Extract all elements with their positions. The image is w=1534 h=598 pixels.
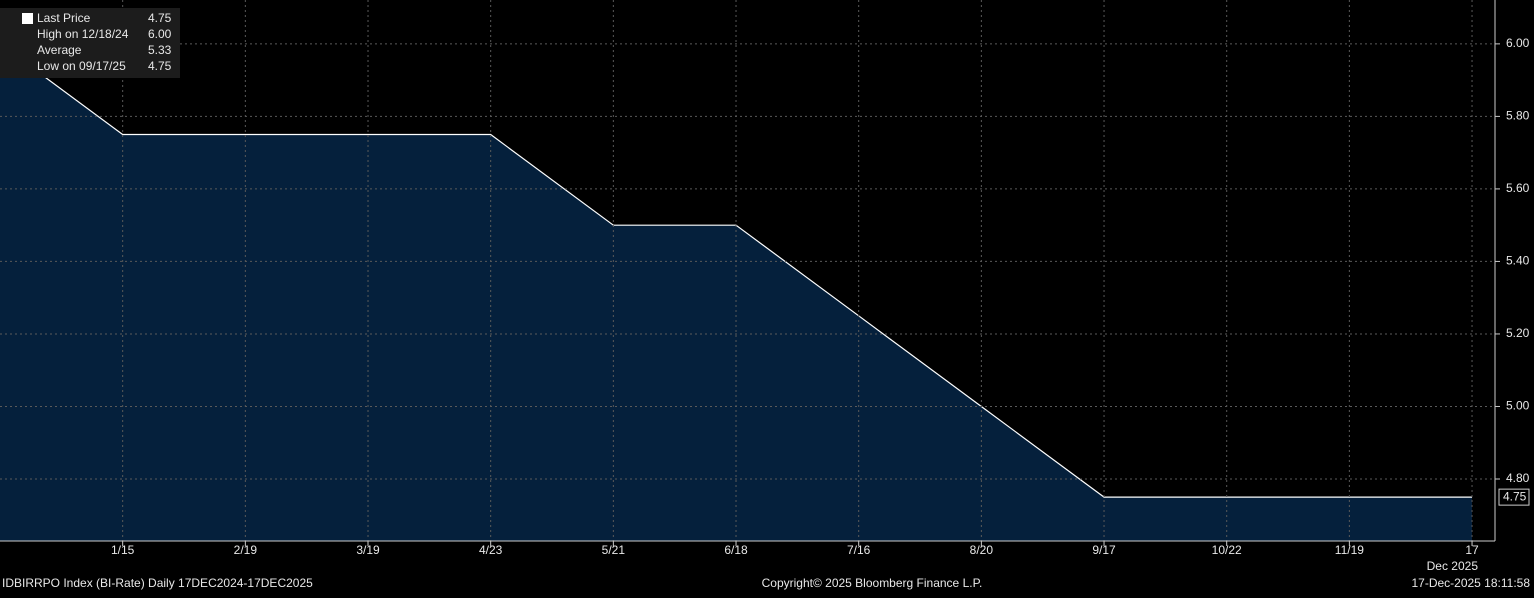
- last-value-label: 4.75: [1503, 489, 1527, 503]
- y-tick-label: 5.00: [1506, 399, 1530, 413]
- footer-center: Copyright© 2025 Bloomberg Finance L.P.: [762, 576, 983, 590]
- last-value-tag: [1498, 488, 1530, 506]
- footer-right: 17-Dec-2025 18:11:58: [1411, 576, 1530, 590]
- x-tick-label: 10/22: [1212, 543, 1242, 557]
- x-tick-label: 4/23: [479, 543, 503, 557]
- x-tick-label: 3/19: [356, 543, 380, 557]
- y-tick-label: 5.20: [1506, 326, 1530, 340]
- x-tick-label: 9/17: [1092, 543, 1116, 557]
- legend-value: 4.75: [148, 59, 172, 73]
- x-tick-label: 8/20: [970, 543, 994, 557]
- x-tick-label: 17: [1465, 543, 1479, 557]
- legend-value: 4.75: [148, 11, 172, 25]
- x-tick-label: 11/19: [1335, 543, 1364, 557]
- x-tick-label: 1/15: [111, 543, 135, 557]
- x-tick-label: 5/21: [602, 543, 626, 557]
- y-tick-label: 4.80: [1506, 471, 1530, 485]
- x-period-label: Dec 2025: [1427, 559, 1479, 573]
- legend-swatch: [22, 13, 33, 24]
- legend-value: 6.00: [148, 27, 172, 41]
- x-tick-label: 6/18: [724, 543, 748, 557]
- legend-value: 5.33: [148, 43, 172, 57]
- x-tick-label: 7/16: [847, 543, 871, 557]
- legend: Last Price 4.75 High on 12/18/24 6.00 Averag…: [0, 8, 180, 78]
- y-tick-label: 6.00: [1506, 36, 1530, 50]
- x-tick-label: 2/19: [234, 543, 258, 557]
- legend-label: Low on 09/17/25: [37, 59, 126, 73]
- y-tick-label: 5.80: [1506, 109, 1530, 123]
- y-tick-label: 5.60: [1506, 181, 1530, 195]
- y-tick-label: 5.40: [1506, 254, 1530, 268]
- legend-label: Average: [37, 43, 82, 57]
- legend-label: Last Price: [37, 11, 91, 25]
- grid: [0, 0, 1495, 541]
- footer-left: IDBIRRPO Index (BI-Rate) Daily 17DEC2024…: [2, 576, 313, 590]
- legend-label: High on 12/18/24: [37, 27, 129, 41]
